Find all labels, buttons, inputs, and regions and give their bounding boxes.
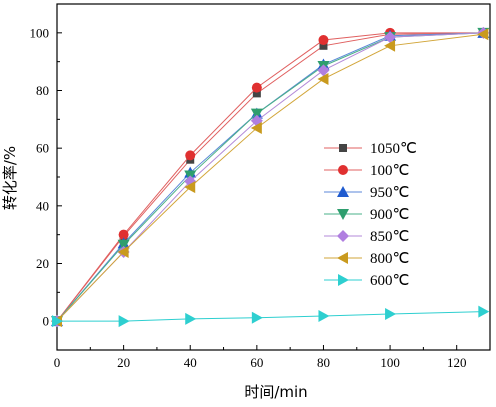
data-point — [384, 39, 396, 52]
legend-label: 600℃ — [370, 273, 409, 289]
data-point — [317, 72, 329, 85]
data-point — [477, 28, 489, 41]
data-point — [251, 82, 262, 93]
axis-ticks: 0 20 40 60 80 100 120 0 20 40 60 80 100 — [30, 3, 467, 370]
data-point — [117, 245, 129, 258]
legend-marker — [337, 252, 348, 264]
legend-label: 1050℃ — [370, 141, 417, 157]
plot-border — [56, 3, 491, 351]
legend-label: 950℃ — [370, 185, 409, 201]
legend-marker — [337, 209, 349, 220]
data-point — [185, 312, 197, 325]
legend-item: 950℃ — [324, 185, 409, 201]
legend-marker — [338, 165, 348, 175]
legend: 1050℃ 100℃ 950℃ 900℃ 850℃ 800℃ 600℃ — [324, 141, 417, 289]
data-point — [385, 307, 397, 320]
legend-item: 900℃ — [324, 207, 409, 223]
x-tick-label: 40 — [184, 355, 197, 370]
x-tick-label: 60 — [250, 355, 263, 370]
series-3 — [51, 27, 490, 328]
series-line — [56, 32, 484, 322]
legend-marker — [339, 144, 347, 152]
data-point — [118, 315, 130, 328]
series-1 — [52, 27, 489, 327]
x-axis-title: 时间/min — [244, 383, 307, 401]
x-tick-label: 20 — [117, 355, 130, 370]
legend-label: 100℃ — [370, 163, 409, 179]
x-tick-label: 80 — [317, 355, 330, 370]
series-5 — [51, 28, 489, 328]
data-point — [52, 315, 63, 328]
legend-marker — [338, 274, 349, 286]
series-line — [56, 32, 484, 322]
legend-label: 900℃ — [370, 207, 409, 223]
x-tick-label: 0 — [54, 355, 61, 370]
y-tick-label: 0 — [43, 314, 50, 329]
data-point — [319, 41, 328, 50]
legend-label: 800℃ — [370, 251, 409, 267]
data-point — [185, 150, 196, 161]
data-point — [317, 64, 330, 77]
legend-item: 800℃ — [324, 251, 409, 267]
series-line — [56, 32, 484, 322]
y-tick-label: 80 — [36, 83, 49, 98]
data-point — [318, 309, 330, 322]
data-point — [384, 31, 397, 44]
data-point — [184, 181, 196, 194]
plot-frame — [56, 3, 491, 351]
data-point — [318, 35, 329, 46]
data-point — [252, 89, 261, 98]
data-point — [251, 311, 263, 324]
y-tick-label: 20 — [36, 256, 49, 271]
legend-item: 600℃ — [324, 273, 409, 289]
data-point — [250, 121, 262, 134]
legend-item: 100℃ — [324, 163, 409, 179]
legend-marker — [337, 186, 349, 197]
series-2 — [51, 26, 490, 327]
series-6 — [52, 305, 490, 328]
series-line — [56, 33, 484, 322]
y-tick-label: 100 — [30, 25, 50, 40]
x-tick-label: 100 — [380, 355, 400, 370]
series-layer — [51, 26, 490, 328]
y-tick-label: 60 — [36, 141, 49, 156]
data-point — [250, 108, 263, 120]
series-0 — [53, 28, 488, 326]
series-line — [56, 32, 484, 322]
legend-marker — [337, 230, 349, 242]
series-4 — [51, 26, 490, 328]
data-point — [478, 305, 490, 318]
legend-item: 1050℃ — [324, 141, 417, 157]
data-point — [117, 239, 130, 251]
legend-label: 850℃ — [370, 229, 409, 245]
legend-item: 850℃ — [324, 229, 409, 245]
data-point — [118, 229, 129, 240]
series-line — [56, 32, 484, 322]
y-axis-title: 转化率/% — [1, 146, 19, 210]
x-tick-label: 120 — [447, 355, 467, 370]
y-tick-label: 40 — [36, 198, 49, 213]
